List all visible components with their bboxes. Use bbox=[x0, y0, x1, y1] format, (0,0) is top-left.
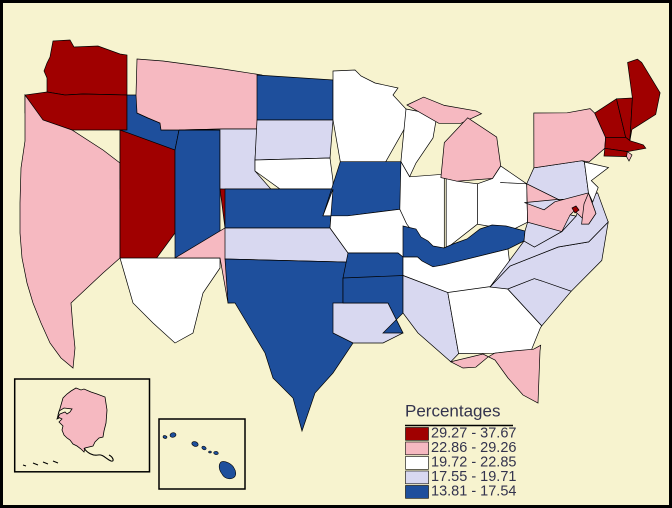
svg-text:Percentages: Percentages bbox=[405, 402, 500, 421]
svg-text:13.81 - 17.54: 13.81 - 17.54 bbox=[431, 483, 516, 499]
